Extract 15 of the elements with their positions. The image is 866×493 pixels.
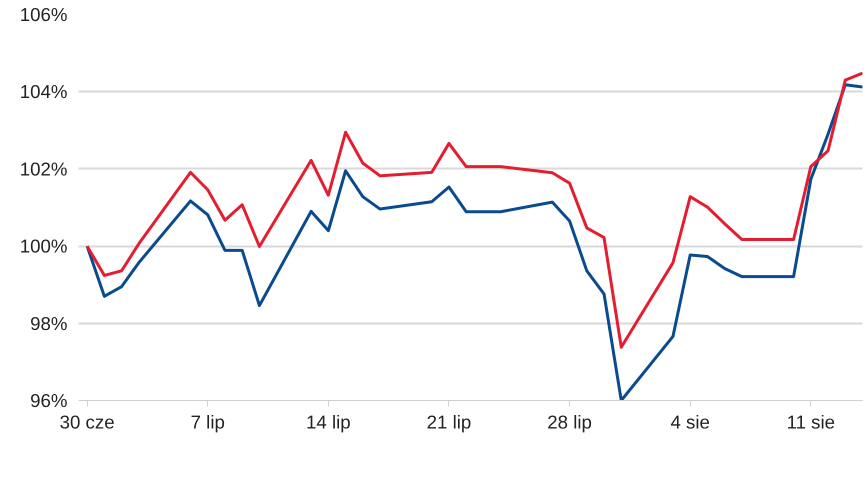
x-tick-label: 28 lip (547, 412, 592, 432)
y-tick-label: 98% (30, 312, 68, 334)
x-tick-label: 21 lip (426, 412, 472, 432)
y-tick-label: 96% (30, 390, 68, 411)
y-tick-label: 104% (20, 81, 68, 102)
x-tick-label: 30 cze (60, 412, 115, 432)
x-tick-label: 11 sie (786, 412, 836, 432)
y-tick-label: 102% (20, 158, 68, 180)
y-tick-label: 106% (20, 4, 68, 25)
x-tick-label: 4 sie (670, 412, 710, 432)
x-tick-label: 7 lip (190, 412, 225, 432)
y-tick-label: 100% (20, 236, 68, 257)
x-tick-label: 14 lip (306, 412, 351, 432)
line-series (86, 72, 862, 349)
line-series (86, 83, 862, 400)
